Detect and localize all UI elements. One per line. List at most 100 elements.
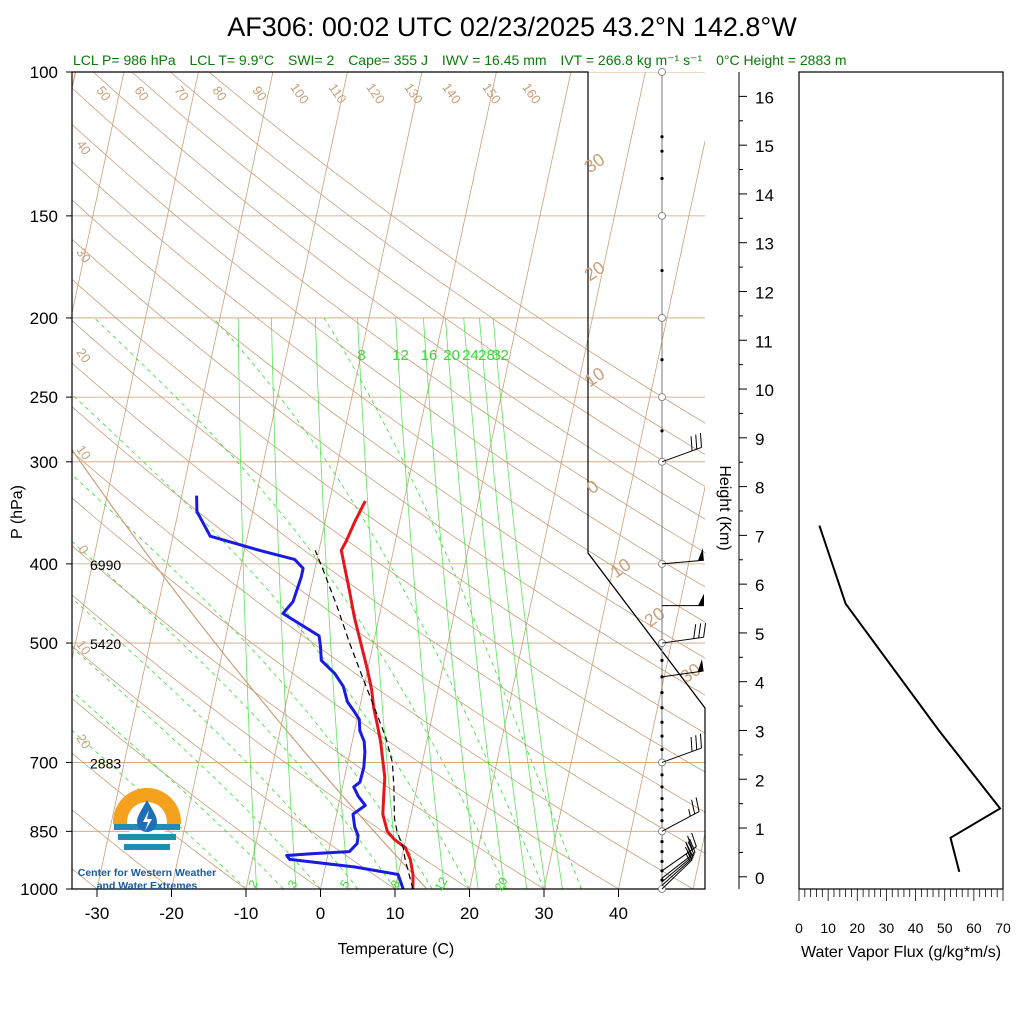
p-tick-label: 200 bbox=[30, 309, 58, 328]
mixing-ratio-label: 12 bbox=[392, 347, 409, 364]
mixing-ratio-line bbox=[463, 317, 528, 889]
dry-adiabat-label: 80 bbox=[209, 83, 230, 103]
height-tick-label: 11 bbox=[755, 332, 773, 351]
subtitle-cape: Cape= 355 J bbox=[348, 52, 428, 68]
barb-level-dot bbox=[660, 176, 664, 181]
barb-level-dot bbox=[660, 850, 664, 854]
x-tick-label: -20 bbox=[159, 904, 184, 923]
parcel-profile-line bbox=[314, 550, 414, 889]
mixing-ratio-bottom-label: 12 bbox=[432, 874, 451, 893]
p-tick-label: 850 bbox=[30, 822, 58, 841]
mixing-ratio-label: 24 bbox=[462, 347, 479, 364]
barb-level-dot bbox=[660, 706, 664, 710]
p-tick-label: 150 bbox=[30, 207, 58, 226]
wind-barb-flag bbox=[690, 436, 693, 451]
mixing-ratio-label: 20 bbox=[443, 347, 460, 364]
moist-adiabat-line bbox=[212, 317, 545, 889]
dry-adiabat-label: 110 bbox=[326, 81, 350, 107]
flux-profile-line bbox=[818, 525, 1002, 873]
skew-t-border-diagonal bbox=[587, 552, 706, 709]
p-tick-label: 1000 bbox=[20, 880, 58, 899]
dry-adiabat-line bbox=[72, 406, 705, 854]
skew-t-data bbox=[195, 495, 415, 889]
dry-adiabat-line bbox=[72, 199, 705, 659]
height-tick-label: 7 bbox=[755, 527, 764, 546]
wind-barb-staff bbox=[661, 747, 702, 763]
moist-adiabat-line bbox=[72, 729, 247, 889]
left-edge-label: 30 bbox=[73, 245, 94, 265]
height-tick-label: 10 bbox=[755, 381, 774, 400]
flux-x-tick-label: 40 bbox=[908, 920, 924, 936]
wind-barb-staff bbox=[661, 559, 704, 565]
p-tick-label: 400 bbox=[30, 555, 58, 574]
barb-level-circle bbox=[658, 211, 666, 220]
wind-barb-staff bbox=[661, 811, 700, 832]
dewpoint-profile-line bbox=[195, 495, 405, 889]
barb-level-circle bbox=[658, 393, 666, 402]
barb-level-dot bbox=[660, 658, 664, 662]
mixing-ratio-line bbox=[479, 317, 547, 889]
height-tick-label: 0 bbox=[755, 869, 764, 888]
flux-x-tick-label: 10 bbox=[820, 920, 836, 936]
mixing-ratio-label: 8 bbox=[357, 347, 365, 364]
left-edge-label: 20 bbox=[73, 345, 94, 365]
dry-adiabat-line bbox=[72, 238, 705, 696]
dry-adiabat-line bbox=[72, 362, 705, 813]
height-tick-label: 8 bbox=[755, 479, 764, 498]
right-edge-label: 0 bbox=[583, 476, 603, 498]
mixing-ratio-label: 28 bbox=[478, 347, 495, 364]
chart-title: AF306: 00:02 UTC 02/23/2025 43.2°N 142.8… bbox=[227, 12, 797, 42]
barb-level-dot bbox=[660, 796, 664, 801]
dry-adiabat-line bbox=[72, 545, 545, 889]
dry-adiabat-line bbox=[72, 752, 247, 889]
subtitle-zero-height: 0°C Height = 2883 m bbox=[716, 52, 847, 68]
height-label: 6990 bbox=[90, 557, 121, 573]
p-tick-label: 300 bbox=[30, 453, 58, 472]
dry-adiabat-line bbox=[170, 72, 705, 455]
logo-line1: Center for Western Weather bbox=[78, 867, 216, 879]
subtitle-iwv: IWV = 16.45 mm bbox=[442, 52, 547, 68]
moist-adiabat-line bbox=[323, 317, 582, 889]
wind-barb-staff bbox=[661, 846, 697, 872]
moist-adiabat-line bbox=[72, 690, 284, 889]
left-edge-label: 0 bbox=[75, 542, 91, 557]
barb-level-dot bbox=[660, 720, 664, 724]
mixing-ratio-line bbox=[237, 317, 257, 889]
height-label: 2883 bbox=[90, 755, 121, 771]
subtitle-lcl-t: LCL T= 9.9°C bbox=[190, 52, 275, 68]
cw3e-logo: Center for Western Weather and Water Ext… bbox=[78, 788, 216, 892]
wind-barb-flag bbox=[689, 838, 696, 853]
barb-level-circle bbox=[658, 314, 666, 322]
wind-barb-flag bbox=[693, 624, 697, 639]
wind-barb-half-flag bbox=[685, 853, 690, 861]
wind-barb-flag bbox=[690, 736, 693, 752]
wind-barb-staff bbox=[661, 636, 704, 644]
isotherm-line bbox=[394, 72, 572, 889]
moist-adiabat-line bbox=[72, 597, 359, 889]
mixing-ratio-line bbox=[423, 317, 479, 889]
dry-adiabat-label: 70 bbox=[171, 83, 192, 103]
dry-adiabat-label: 130 bbox=[401, 80, 426, 106]
flux-x-axis-label: Water Vapor Flux (g/kg*m/s) bbox=[801, 944, 1001, 961]
left-edge-label: 20 bbox=[73, 731, 94, 751]
wind-barb-flag bbox=[687, 835, 693, 850]
height-tick-label: 4 bbox=[755, 674, 764, 693]
skew-t-border bbox=[71, 71, 706, 890]
flux-x-tick-label: 0 bbox=[795, 920, 803, 936]
right-edge-label: 10 bbox=[581, 363, 609, 391]
isotherm-line bbox=[320, 72, 497, 889]
flux-x-tick-label: 30 bbox=[879, 920, 895, 936]
dry-adiabat-line bbox=[72, 594, 470, 889]
moist-adiabat-line bbox=[72, 474, 433, 889]
dry-adiabat-line bbox=[72, 809, 172, 889]
dry-adiabat-line bbox=[72, 161, 705, 623]
barb-level-dot bbox=[660, 785, 664, 789]
subtitle-lcl-p: LCL P= 986 hPa bbox=[73, 52, 176, 68]
height-tick-label: 9 bbox=[755, 430, 764, 449]
wind-barb-flag bbox=[698, 623, 702, 638]
dry-adiabat-line bbox=[72, 278, 705, 734]
y-axis-label: P (hPa) bbox=[9, 485, 26, 539]
moist-adiabat-line bbox=[94, 317, 508, 889]
flux-x-tick-label: 20 bbox=[849, 920, 865, 936]
